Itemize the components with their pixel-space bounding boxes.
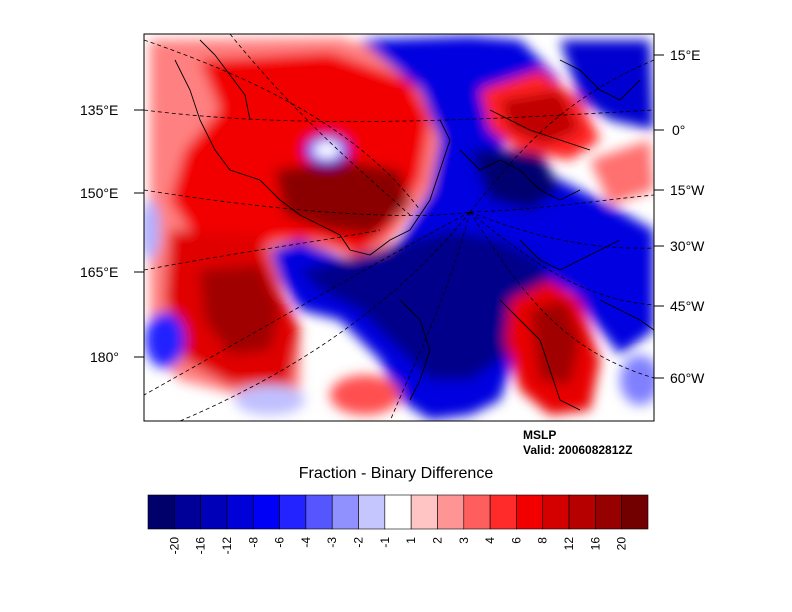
colorbar-box bbox=[410, 494, 438, 530]
colorbar-box bbox=[200, 494, 228, 530]
colorbar-box bbox=[542, 494, 570, 530]
colorbar-tick-label: 3 bbox=[457, 537, 471, 544]
lon-label-0: 0° bbox=[672, 122, 685, 138]
lon-label-135e: 135°E bbox=[80, 102, 118, 118]
lon-label-165e: 165°E bbox=[80, 264, 118, 280]
valid-time-label: Valid: 2006082812Z bbox=[523, 443, 632, 457]
colorbar-tick-label: 16 bbox=[588, 537, 602, 551]
colorbar-box bbox=[595, 494, 622, 530]
colorbar-box bbox=[463, 494, 491, 530]
lon-label-45w: 45°W bbox=[670, 298, 705, 314]
variable-label: MSLP bbox=[523, 428, 556, 442]
colorbar-title: Fraction - Binary Difference bbox=[299, 465, 494, 482]
colorbar-tick-label: 4 bbox=[483, 537, 497, 544]
colorbar-box bbox=[305, 494, 333, 530]
lon-label-60w: 60°W bbox=[670, 370, 705, 386]
left-ticks bbox=[134, 109, 144, 358]
graticule bbox=[144, 34, 654, 421]
colorbar-box bbox=[331, 494, 359, 530]
colorbar-tick-label: -12 bbox=[220, 537, 234, 555]
colorbar-tick-label: -20 bbox=[167, 537, 181, 555]
lon-label-150e: 150°E bbox=[80, 185, 118, 201]
colorbar-tick-label: 12 bbox=[562, 537, 576, 551]
coastlines bbox=[174, 39, 654, 411]
colorbar-box bbox=[279, 494, 307, 530]
colorbar-box bbox=[384, 494, 412, 530]
colorbar-box bbox=[516, 494, 544, 530]
colorbar-tick-label: 2 bbox=[430, 537, 444, 544]
colorbar-box bbox=[147, 494, 175, 530]
colorbar-tick-label: -6 bbox=[273, 537, 287, 548]
colorbar-tick-label: -8 bbox=[246, 537, 260, 548]
lon-label-180: 180° bbox=[90, 349, 119, 365]
colorbar-box bbox=[621, 494, 649, 530]
colorbar-box bbox=[174, 494, 201, 530]
colorbar-tick-label: 6 bbox=[509, 537, 523, 544]
colorbar-tick-label: -2 bbox=[352, 537, 366, 548]
map-frame bbox=[143, 33, 655, 422]
lon-label-15w: 15°W bbox=[670, 182, 705, 198]
colorbar-tick-label: 20 bbox=[615, 537, 629, 551]
lon-label-15e: 15°E bbox=[670, 47, 701, 63]
colorbar-tick-label: 8 bbox=[536, 537, 550, 544]
colorbar-tick-label: 1 bbox=[404, 537, 418, 544]
colorbar-box bbox=[437, 494, 465, 530]
colorbar-box bbox=[489, 494, 517, 530]
colorbar: -20 -16 -12 -8 -6 -4 -3 -2 -1 1 2 3 4 6 8 12 16 20 bbox=[147, 494, 649, 555]
contour-field bbox=[144, 34, 654, 421]
colorbar-box bbox=[252, 494, 280, 530]
colorbar-tick-label: -3 bbox=[325, 537, 339, 548]
colorbar-tick-label: -16 bbox=[194, 537, 208, 555]
colorbar-tick-label: -1 bbox=[378, 537, 392, 548]
colorbar-box bbox=[568, 494, 596, 530]
lon-label-30w: 30°W bbox=[670, 238, 705, 254]
colorbar-box bbox=[226, 494, 254, 530]
right-ticks bbox=[654, 54, 664, 379]
colorbar-tick-label: -4 bbox=[299, 537, 313, 548]
colorbar-box bbox=[358, 494, 386, 530]
